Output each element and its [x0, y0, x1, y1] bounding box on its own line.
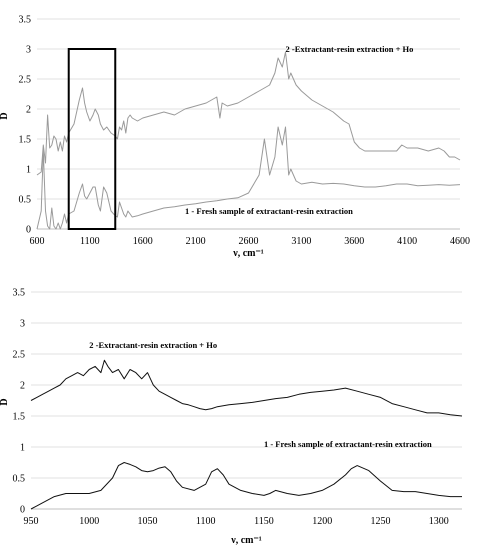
x-tick-label: 1100	[80, 236, 100, 247]
y-tick-label: 0.5	[13, 474, 26, 485]
x-tick-label: 3600	[344, 236, 364, 247]
y-tick-label: 3.5	[19, 15, 32, 26]
x-axis-label: ν, cm⁻¹	[232, 248, 264, 259]
y-tick-label: 0.5	[19, 195, 32, 206]
y-tick-label: 1	[26, 165, 31, 176]
x-tick-label: 4600	[450, 236, 470, 247]
x-tick-label: 1100	[196, 516, 216, 527]
y-tick-label: 0	[26, 225, 31, 236]
series-line-2	[30, 462, 462, 510]
y-tick-label: 2	[20, 381, 25, 392]
chart-ir-spectrum-full: 0 0.5 1 1.5 2 2.5 3 3.5 600 1100 1600 2100 2600 3100 3…	[0, 15, 470, 260]
x-tick-label: 950	[24, 516, 39, 527]
y-tick-label: 2.5	[19, 75, 32, 86]
x-tick-label: 1150	[254, 516, 274, 527]
x-tick-label: 3100	[291, 236, 311, 247]
x-axis-label: ν, cm⁻¹	[230, 535, 262, 546]
y-tick-label: 2.5	[13, 350, 26, 361]
x-tick-label: 4100	[397, 236, 417, 247]
y-tick-label: 0	[20, 505, 25, 516]
y-tick-label: 2	[26, 105, 31, 116]
x-tick-label: 2600	[239, 236, 259, 247]
x-tick-label: 1200	[312, 516, 332, 527]
y-tick-label: 3	[26, 45, 31, 56]
x-tick-label: 1600	[133, 236, 153, 247]
x-tick-label: 1300	[429, 516, 449, 527]
series-line-1	[30, 359, 463, 417]
y-tick-label: 3	[20, 319, 25, 330]
x-tick-label: 2100	[186, 236, 206, 247]
highlight-box	[67, 48, 117, 230]
y-tick-label: 3.5	[13, 288, 26, 299]
x-tick-label: 1250	[370, 516, 390, 527]
chart-ir-spectrum-zoom: 0 0.5 1 1.5 2 2.5 3 3.5 950 1000 1050 1100 1150 1200 1…	[0, 288, 463, 546]
y-tick-label: 1	[20, 443, 25, 454]
series-annotation-1: 2 -Extractant-resin extraction + Ho	[286, 44, 414, 54]
series-annotation-1: 2 -Extractant-resin extraction + Ho	[89, 340, 217, 350]
series-annotation-2: 1 - Fresh sample of extractant-resin ext…	[185, 206, 353, 216]
series-line-2	[36, 126, 461, 230]
y-tick-label: 1.5	[19, 135, 32, 146]
x-tick-label: 1050	[137, 516, 157, 527]
series-line-1	[36, 51, 461, 176]
y-tick-label: 1.5	[13, 412, 26, 423]
x-tick-label: 600	[30, 236, 45, 247]
series-annotation-2: 1 - Fresh sample of extractant-resin ext…	[264, 439, 432, 449]
y-axis-label: D	[0, 112, 10, 119]
x-tick-label: 1000	[79, 516, 99, 527]
y-axis-label: D	[0, 398, 10, 405]
